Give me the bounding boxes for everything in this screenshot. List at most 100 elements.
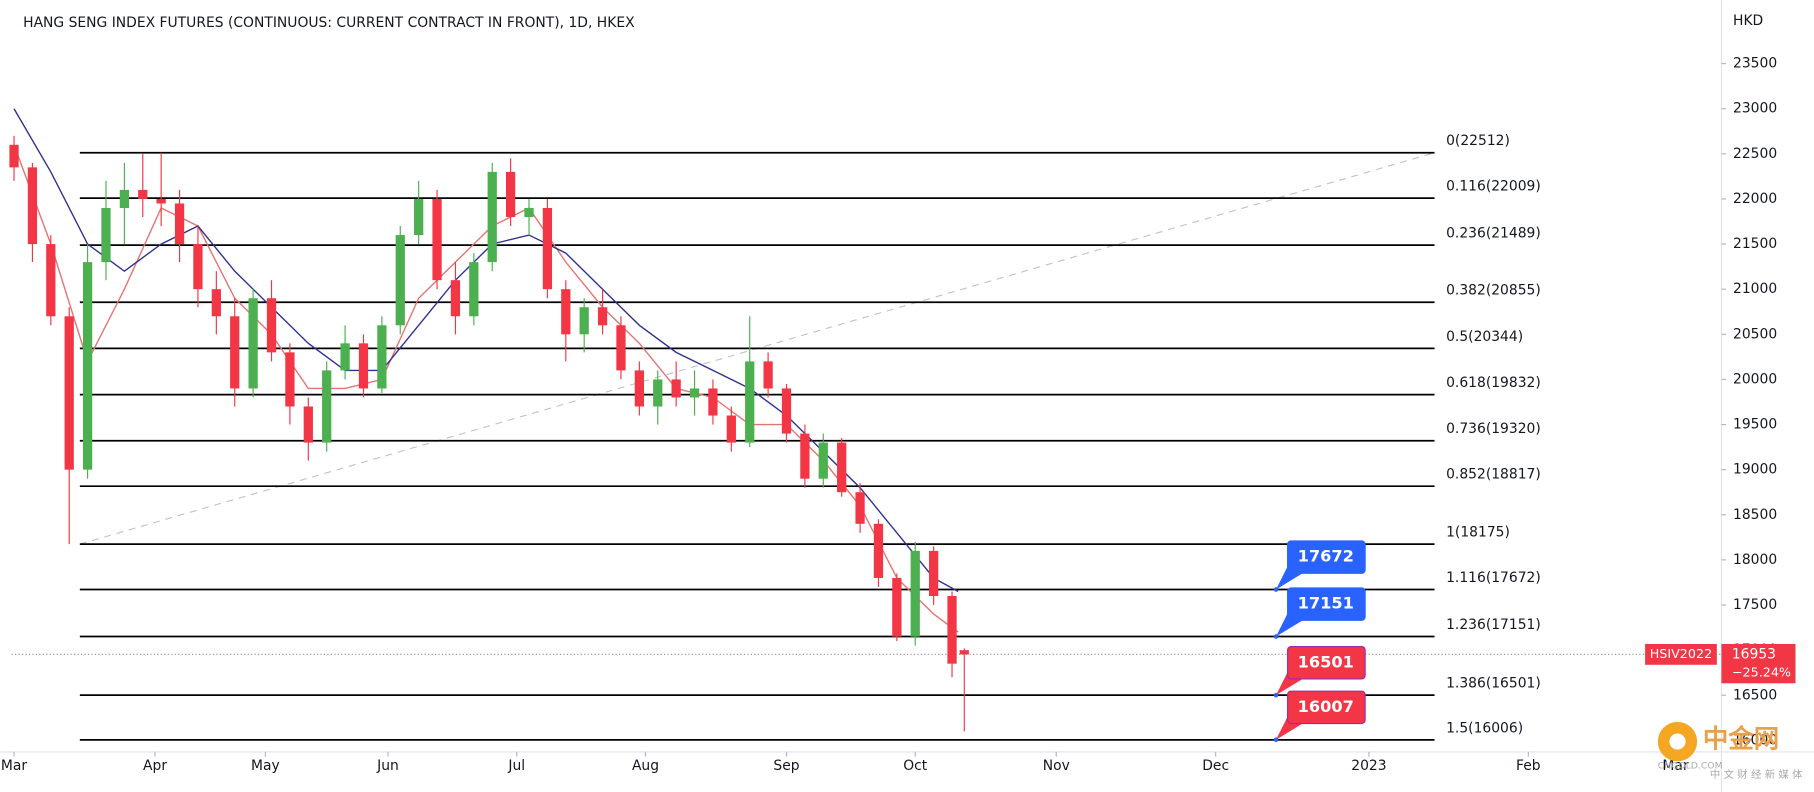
- candle-body: [524, 207, 534, 218]
- candle-body: [230, 316, 240, 389]
- watermark: 中金网 CNGOLD.COM 中 文 财 经 新 媒 体: [1657, 721, 1803, 781]
- callout-label: 17672: [1298, 547, 1354, 566]
- candle-body: [27, 167, 38, 245]
- fib-label: 0.116(22009): [1446, 179, 1541, 195]
- y-tick-label: 16500: [1733, 687, 1777, 703]
- candle-body: [82, 262, 93, 470]
- candle-body: [781, 388, 792, 434]
- callout-anchor: [1273, 587, 1279, 592]
- candle-body: [597, 307, 608, 326]
- fib-label: 0(22512): [1446, 133, 1510, 149]
- symbol-tag-label: HSIV2022: [1650, 646, 1712, 661]
- price-tag: [1721, 643, 1796, 684]
- symbol-tag: [1645, 643, 1717, 665]
- watermark-tagline: 中 文 财 经 新 媒 体: [1710, 768, 1803, 781]
- x-tick-label: Nov: [1043, 758, 1070, 774]
- callout-box: [1287, 690, 1366, 725]
- x-tick-label: Aug: [632, 758, 659, 774]
- candle-body: [340, 343, 350, 371]
- fib-label: 0.236(21489): [1446, 226, 1541, 242]
- candle-body: [616, 325, 626, 371]
- price-tag-change: −25.24%: [1732, 664, 1791, 679]
- candle-body: [910, 550, 920, 637]
- x-tick-label: 2023: [1351, 758, 1386, 774]
- x-tick-label: Mar: [1662, 758, 1688, 774]
- candle-body: [211, 289, 221, 317]
- y-tick-label: 19500: [1733, 417, 1777, 433]
- candle-body: [285, 352, 295, 407]
- y-tick-label: 17500: [1733, 597, 1777, 613]
- candle-body: [763, 361, 773, 389]
- x-tick-label: Jun: [376, 758, 399, 774]
- candle-body: [156, 198, 166, 204]
- fib-label: 0.618(19832): [1446, 375, 1541, 391]
- fib-label: 0.736(19320): [1446, 421, 1541, 437]
- x-tick-label: May: [251, 758, 280, 774]
- y-tick-label: 20000: [1733, 371, 1777, 387]
- price-tag-value: 16953: [1732, 646, 1776, 662]
- y-tick-label: 23500: [1733, 56, 1777, 72]
- y-tick-label: 21000: [1733, 281, 1777, 297]
- callout-label: 16007: [1298, 697, 1354, 716]
- candle-body: [892, 577, 902, 637]
- x-tick-label: Oct: [903, 758, 928, 774]
- fib-label: 1(18175): [1446, 525, 1510, 541]
- callout-anchor: [1273, 692, 1279, 698]
- y-tick-label: 18000: [1733, 552, 1777, 568]
- candle-body: [837, 442, 847, 493]
- y-tick-label: 16000: [1733, 732, 1777, 748]
- candle-body: [322, 370, 332, 443]
- candle-body: [800, 433, 810, 479]
- candle-body: [542, 207, 553, 290]
- watermark-brand: 中金网: [1703, 724, 1779, 754]
- candle-body: [818, 442, 828, 479]
- candle-body: [579, 307, 589, 335]
- y-tick-label: 22500: [1733, 146, 1777, 162]
- candle-body: [395, 235, 405, 326]
- watermark-logo-inner: [1669, 733, 1686, 750]
- fib-label: 0.852(18817): [1446, 467, 1541, 483]
- candle-body: [193, 244, 203, 290]
- watermark-site: CNGOLD.COM: [1658, 760, 1723, 771]
- candle-body: [873, 523, 884, 578]
- x-tick-label: Jul: [507, 758, 525, 774]
- candle-body: [505, 171, 516, 218]
- candle-body: [487, 171, 497, 263]
- candle-body: [46, 244, 56, 317]
- y-tick-label: 21500: [1733, 236, 1777, 252]
- candle-body: [855, 492, 865, 524]
- candle-body: [671, 379, 681, 398]
- callout-box: [1287, 587, 1366, 621]
- fib-label: 1.386(16501): [1446, 676, 1541, 692]
- callout-label: 17151: [1298, 594, 1354, 613]
- candle-body: [726, 415, 736, 443]
- y-tick-label: 19000: [1733, 462, 1777, 478]
- candle-body: [174, 203, 185, 245]
- candle-body: [689, 388, 700, 398]
- candle-body: [414, 198, 424, 236]
- chart-title: HANG SENG INDEX FUTURES (CONTINUOUS: CUR…: [23, 15, 635, 31]
- candle-body: [432, 198, 442, 281]
- candle-body: [929, 550, 939, 596]
- candle-body: [303, 406, 313, 443]
- candle-body: [248, 298, 258, 389]
- candle-body: [653, 379, 663, 407]
- candle-body: [561, 289, 571, 335]
- currency-label: HKD: [1733, 13, 1763, 29]
- y-tick-label: 18500: [1733, 507, 1777, 523]
- callout-box: [1287, 540, 1366, 574]
- candle-body: [469, 262, 479, 317]
- candle-body: [64, 316, 74, 470]
- fib-label: 0.5(20344): [1446, 329, 1523, 345]
- candle-body: [9, 144, 19, 168]
- x-tick-label: Apr: [143, 758, 167, 774]
- candle-body: [377, 325, 387, 389]
- y-tick-label: 23000: [1733, 101, 1777, 117]
- fib-label: 0.382(20855): [1446, 283, 1541, 299]
- y-tick-label: 20500: [1733, 326, 1777, 342]
- candle-body: [138, 189, 148, 199]
- candle-body: [266, 298, 277, 353]
- callout-label: 16501: [1298, 652, 1354, 671]
